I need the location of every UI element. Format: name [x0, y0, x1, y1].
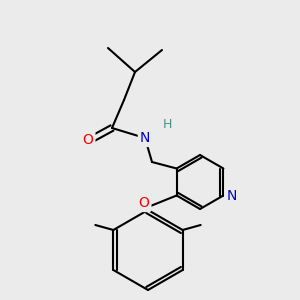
Text: O: O	[139, 196, 149, 210]
Text: N: N	[226, 188, 237, 203]
Text: N: N	[140, 131, 150, 145]
Text: O: O	[82, 133, 93, 147]
Text: H: H	[162, 118, 172, 131]
